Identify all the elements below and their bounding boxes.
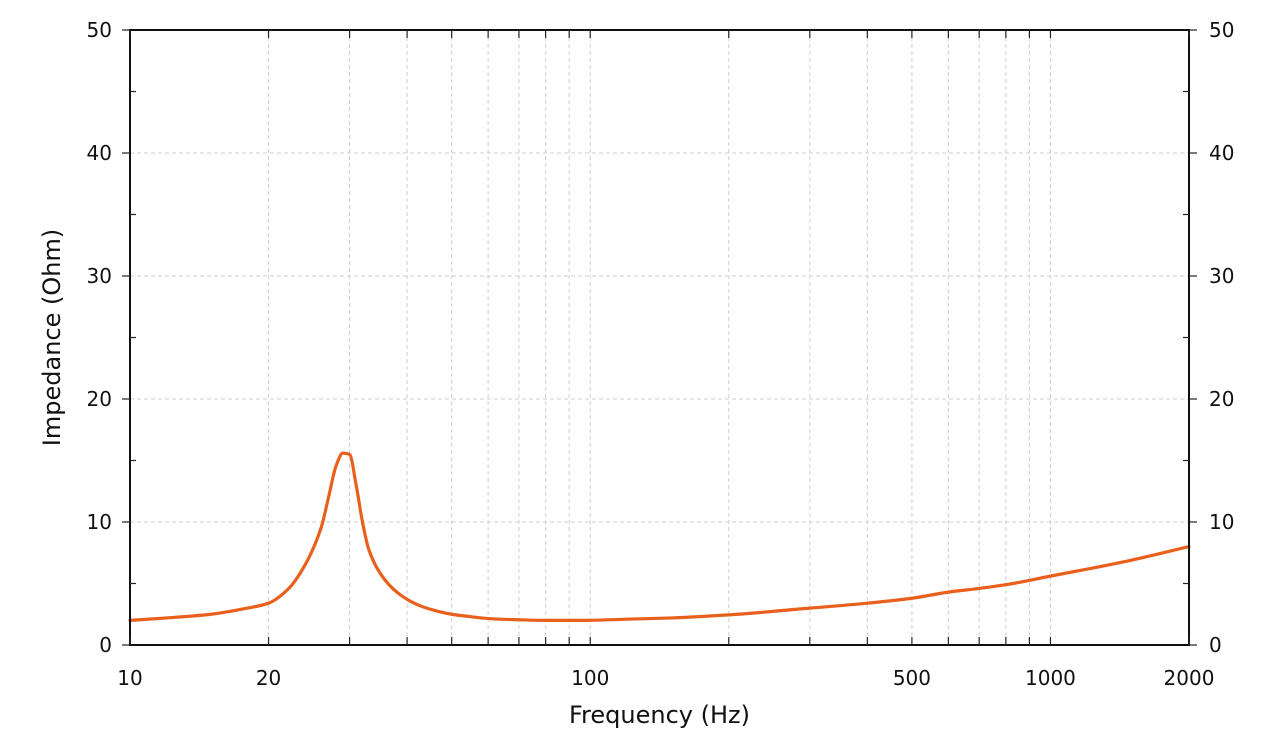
- y-tick-label-left: 30: [87, 264, 112, 288]
- y-tick-label-right: 10: [1209, 510, 1234, 534]
- impedance-series-line: [128, 451, 1191, 623]
- y-tick-label-left: 20: [87, 387, 112, 411]
- y-tick-label-left: 40: [87, 141, 112, 165]
- grid-layer: [130, 30, 1189, 645]
- y-tick-label-right: 50: [1209, 18, 1234, 42]
- y-tick-label-left: 50: [87, 18, 112, 42]
- x-tick-label: 2000: [1164, 666, 1215, 690]
- x-tick-label: 1000: [1025, 666, 1076, 690]
- x-tick-label: 10: [117, 666, 142, 690]
- x-tick-label: 20: [256, 666, 281, 690]
- y-tick-label-right: 0: [1209, 633, 1222, 657]
- x-axis-title: Frequency (Hz): [569, 701, 750, 729]
- x-tick-label: 500: [893, 666, 931, 690]
- y-tick-label-right: 30: [1209, 264, 1234, 288]
- tick-layer: [122, 29, 1197, 646]
- series-layer: [128, 451, 1191, 623]
- y-tick-label-right: 40: [1209, 141, 1234, 165]
- y-tick-label-left: 10: [87, 510, 112, 534]
- x-tick-label: 100: [571, 666, 609, 690]
- y-tick-label-right: 20: [1209, 387, 1234, 411]
- y-tick-label-left: 0: [99, 633, 112, 657]
- y-axis-title: Impedance (Ohm): [38, 229, 66, 446]
